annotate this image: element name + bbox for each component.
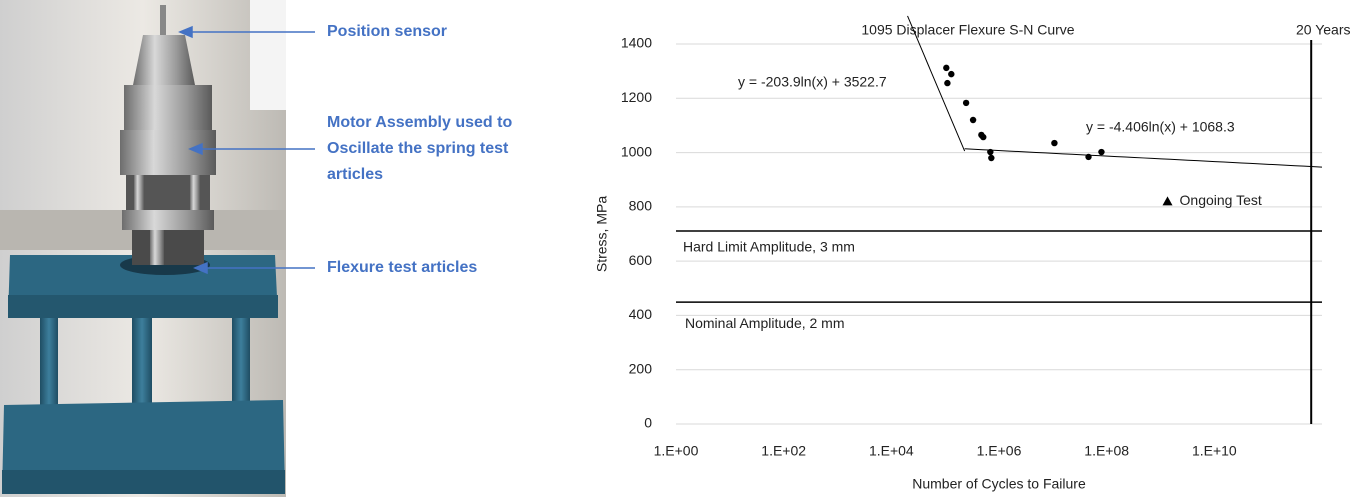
y-tick-label: 800: [629, 198, 653, 214]
x-tick-label: 1.E+04: [869, 443, 914, 459]
data-point: [944, 80, 950, 86]
data-point: [943, 65, 949, 71]
data-point: [948, 71, 954, 77]
data-point: [1098, 149, 1104, 155]
trendline: [965, 149, 1322, 167]
y-tick-label: 200: [629, 360, 653, 376]
annotation-text: Position sensor: [327, 23, 447, 40]
y-tick-label: 1200: [621, 89, 652, 105]
x-tick-label: 1.E+00: [654, 443, 699, 459]
ongoing-test-label: Ongoing Test: [1180, 192, 1262, 208]
y-tick-label: 600: [629, 252, 653, 268]
annotation-text: Oscillate the spring test: [327, 140, 509, 157]
limit-label: Hard Limit Amplitude, 3 mm: [683, 239, 855, 255]
data-point: [980, 134, 986, 140]
x-tick-label: 1.E+08: [1084, 443, 1129, 459]
photo: [0, 0, 286, 497]
annotation-text: articles: [327, 166, 383, 183]
data-point: [970, 117, 976, 123]
x-tick-label: 1.E+06: [977, 443, 1022, 459]
page: Number of Cycles to Failure Stress, MPa …: [0, 0, 1356, 497]
y-axis-label: Stress, MPa: [594, 196, 610, 272]
data-point: [988, 155, 994, 161]
data-point: [1051, 140, 1057, 146]
annotation-text: Flexure test articles: [327, 259, 477, 276]
y-tick-label: 0: [644, 415, 652, 431]
trendline-label: y = -4.406ln(x) + 1068.3: [1086, 119, 1235, 135]
data-point: [987, 149, 993, 155]
data-point: [963, 100, 969, 106]
trendline-label: y = -203.9ln(x) + 3522.7: [738, 74, 887, 90]
chart-title: 1095 Displacer Flexure S-N Curve: [861, 22, 1074, 38]
y-tick-label: 1400: [621, 35, 652, 51]
limit-label: Nominal Amplitude, 2 mm: [685, 315, 845, 331]
x-axis-label: Number of Cycles to Failure: [912, 476, 1086, 492]
data-point: [1085, 154, 1091, 160]
x-tick-label: 1.E+02: [761, 443, 806, 459]
ongoing-test-marker: [1163, 196, 1173, 205]
x-tick-label: 1.E+10: [1192, 443, 1237, 459]
twenty-years-label: 20 Years: [1296, 22, 1351, 38]
annotation-text: Motor Assembly used to: [327, 114, 512, 131]
y-tick-label: 400: [629, 306, 653, 322]
y-tick-label: 1000: [621, 143, 652, 159]
